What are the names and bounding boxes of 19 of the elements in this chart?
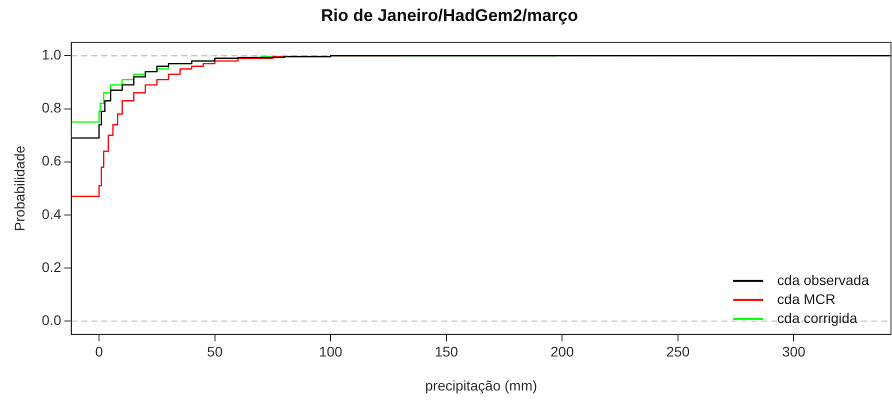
y-axis-title: Probabilidade: [11, 145, 28, 232]
legend-label: cda observada: [777, 272, 870, 288]
y-tick-label: 0.2: [42, 258, 62, 275]
y-tick-label: 0.0: [42, 312, 62, 328]
y-tick-label: 0.6: [42, 152, 62, 169]
y-tick-label: 1.0: [42, 46, 62, 63]
legend-label: cda corrigida: [777, 310, 858, 326]
x-axis-title: precipitação (mm): [425, 377, 538, 394]
x-tick-label: 300: [782, 344, 806, 360]
y-tick-label: 0.8: [42, 100, 62, 116]
y-tick-label: 0.4: [42, 206, 62, 222]
x-tick-label: 50: [207, 344, 223, 360]
chart-title: Rio de Janeiro/HadGem2/março: [321, 6, 578, 25]
x-tick-label: 100: [318, 344, 343, 360]
x-tick-label: 0: [95, 344, 104, 360]
x-tick-label: 150: [434, 344, 458, 360]
legend-label: cda MCR: [777, 290, 836, 307]
x-tick-label: 200: [550, 344, 574, 360]
x-tick-label: 250: [666, 344, 690, 360]
